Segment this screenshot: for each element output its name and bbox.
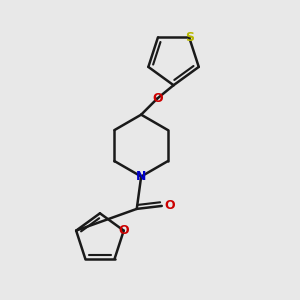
Text: O: O bbox=[165, 200, 175, 212]
Text: O: O bbox=[152, 92, 163, 105]
Text: N: N bbox=[136, 170, 146, 183]
Text: O: O bbox=[118, 224, 129, 237]
Text: S: S bbox=[184, 31, 194, 44]
